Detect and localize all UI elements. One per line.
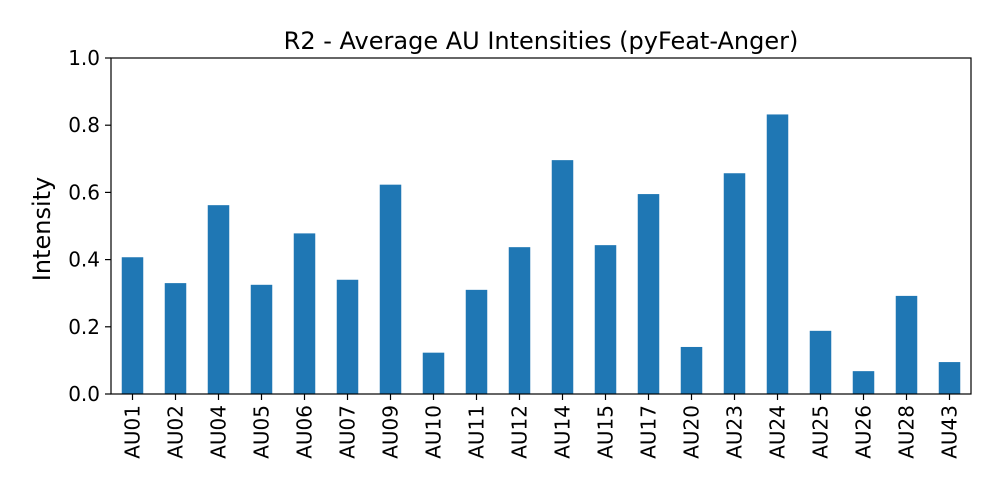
x-tick-label: AU10 bbox=[422, 405, 446, 459]
bar-au17 bbox=[637, 194, 660, 394]
plot-frame bbox=[110, 57, 972, 395]
bar-au02 bbox=[164, 283, 187, 394]
x-tick-label: AU14 bbox=[551, 405, 575, 459]
y-tick-label: 0.6 bbox=[68, 180, 100, 204]
bars-group bbox=[121, 114, 961, 394]
bar-au01 bbox=[121, 257, 144, 394]
bar-au43 bbox=[938, 362, 961, 394]
x-tick-label: AU15 bbox=[594, 405, 618, 459]
bar-au10 bbox=[422, 352, 445, 394]
bar-au04 bbox=[207, 205, 230, 394]
bar-au25 bbox=[809, 330, 832, 394]
y-tick-label: 0.0 bbox=[68, 382, 100, 406]
y-axis-label: Intensity bbox=[28, 177, 56, 281]
bar-au20 bbox=[680, 346, 703, 394]
x-tick-label: AU02 bbox=[164, 405, 188, 459]
y-tick-label: 0.8 bbox=[68, 113, 100, 137]
y-axis: 0.0 0.2 0.4 0.6 0.8 1.0 bbox=[68, 46, 111, 406]
y-tick-label: 0.4 bbox=[68, 248, 100, 272]
x-tick-label: AU26 bbox=[852, 405, 876, 459]
x-tick-label: AU28 bbox=[895, 405, 919, 459]
x-tick-label: AU25 bbox=[809, 405, 833, 459]
x-tick-label: AU17 bbox=[637, 405, 661, 459]
bar-au26 bbox=[852, 371, 875, 394]
bar-au14 bbox=[551, 160, 574, 394]
chart-title: R2 - Average AU Intensities (pyFeat-Ange… bbox=[284, 27, 799, 55]
x-tick-label: AU01 bbox=[121, 405, 145, 459]
x-tick-label: AU05 bbox=[250, 405, 274, 459]
bar-au24 bbox=[766, 114, 789, 394]
x-tick-label: AU09 bbox=[379, 405, 403, 459]
x-tick-label: AU24 bbox=[766, 405, 790, 459]
y-tick-label: 0.2 bbox=[68, 315, 100, 339]
x-tick-label: AU07 bbox=[336, 405, 360, 459]
y-tick-label: 1.0 bbox=[68, 46, 100, 70]
x-tick-label: AU23 bbox=[723, 405, 747, 459]
x-tick-label: AU20 bbox=[680, 405, 704, 459]
bar-au07 bbox=[336, 279, 359, 394]
x-tick-label: AU11 bbox=[465, 405, 489, 459]
bar-au11 bbox=[465, 289, 488, 394]
bar-au06 bbox=[293, 233, 316, 394]
bar-au12 bbox=[508, 247, 531, 394]
x-tick-label: AU06 bbox=[293, 405, 317, 459]
x-tick-label: AU12 bbox=[508, 405, 532, 459]
bar-au09 bbox=[379, 184, 402, 394]
x-tick-label: AU04 bbox=[207, 405, 231, 459]
x-axis: AU01 AU02 AU04 AU05 AU06 AU07 AU09 AU10 AU11 AU12… bbox=[121, 394, 962, 459]
bar-au05 bbox=[250, 284, 273, 394]
bar-au28 bbox=[895, 295, 918, 394]
bar-au15 bbox=[594, 245, 617, 394]
x-tick-label: AU43 bbox=[938, 405, 962, 459]
bar-au23 bbox=[723, 173, 746, 394]
